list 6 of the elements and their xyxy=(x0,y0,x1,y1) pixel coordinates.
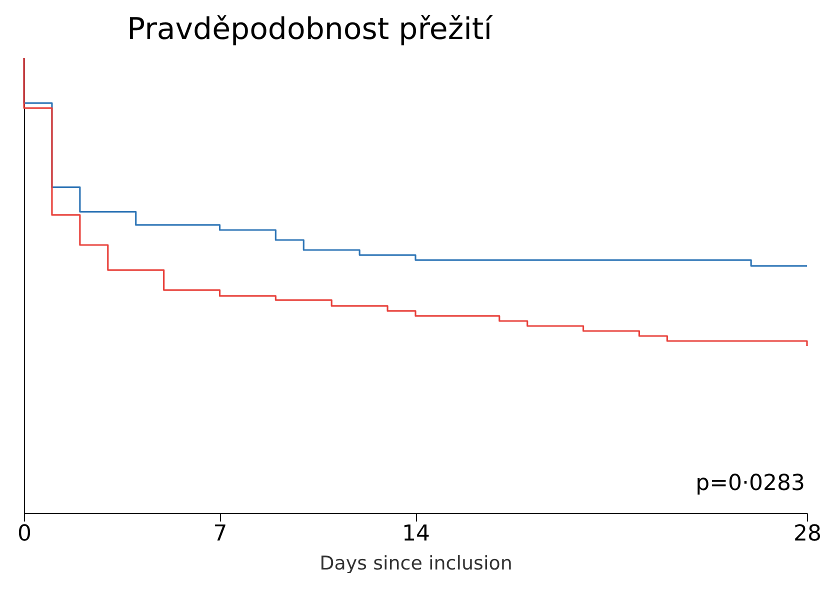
x-tick-label: 28 xyxy=(794,522,822,546)
x-tick-label: 14 xyxy=(402,522,430,546)
chart-title: Pravděpodobnost přežití xyxy=(127,12,494,48)
x-tick-label: 7 xyxy=(213,522,228,546)
annotation: p=0·0283 xyxy=(696,471,805,496)
x-tick-label: 0 xyxy=(18,522,32,546)
